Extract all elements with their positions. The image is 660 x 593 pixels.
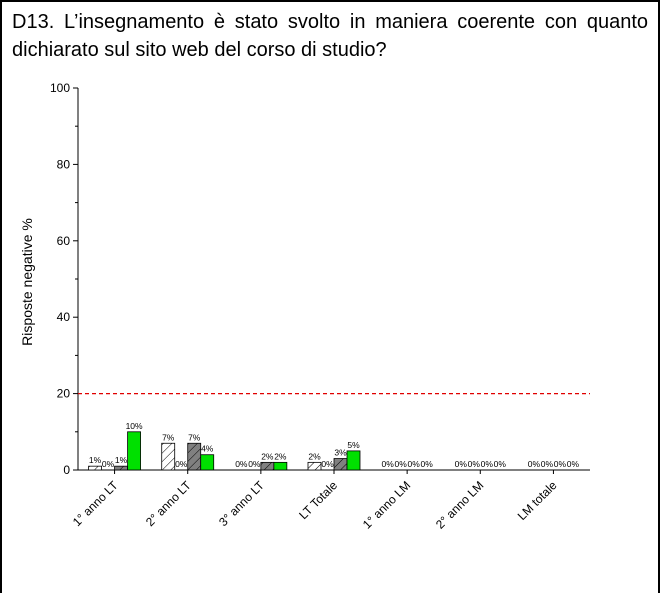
- data-label: 0%: [541, 459, 554, 469]
- y-tick-label: 0: [63, 463, 70, 477]
- data-label: 0%: [481, 459, 494, 469]
- y-axis-label: Risposte negative %: [19, 218, 35, 346]
- chart-title: D13. L’insegnamento è stato svolto in ma…: [12, 11, 648, 61]
- data-label: 0%: [468, 459, 481, 469]
- data-label: 0%: [455, 459, 468, 469]
- data-label: 0%: [321, 459, 334, 469]
- data-label: 4%: [201, 444, 214, 454]
- data-label: 0%: [248, 459, 261, 469]
- x-tick-label: 2° anno LM: [433, 478, 486, 531]
- y-tick-label: 80: [57, 157, 71, 171]
- y-tick-label: 60: [57, 234, 71, 248]
- x-tick-label: 1° anno LT: [70, 478, 121, 529]
- y-tick-label: 100: [50, 81, 70, 95]
- bar-hatch: [334, 458, 347, 470]
- data-label: 0%: [494, 459, 507, 469]
- data-label: 0%: [381, 459, 394, 469]
- data-label: 2%: [261, 451, 274, 461]
- data-label: 0%: [528, 459, 541, 469]
- bar-hatch: [161, 443, 175, 470]
- bar-hatch: [114, 466, 128, 470]
- x-tick-label: LM totale: [515, 478, 560, 523]
- data-label: 2%: [308, 451, 321, 461]
- x-tick-label: 2° anno LT: [143, 478, 194, 529]
- bar-hatch: [260, 462, 274, 470]
- data-label: 0%: [394, 459, 407, 469]
- data-label: 0%: [235, 459, 248, 469]
- y-tick-label: 40: [57, 310, 71, 324]
- data-label: 7%: [188, 432, 201, 442]
- data-label: 0%: [175, 459, 188, 469]
- data-label: 0%: [420, 459, 433, 469]
- bar: [200, 454, 215, 471]
- data-label: 0%: [554, 459, 567, 469]
- x-tick-label: 3° anno LT: [216, 478, 267, 529]
- x-tick-label: 1° anno LM: [360, 478, 413, 531]
- data-label: 10%: [126, 421, 143, 431]
- data-label: 1%: [89, 455, 102, 465]
- data-label: 5%: [347, 440, 360, 450]
- x-tick-label: LT Totale: [296, 478, 340, 522]
- bar: [127, 431, 141, 471]
- data-label: 2%: [274, 451, 287, 461]
- bar: [346, 450, 361, 471]
- data-label: 0%: [567, 459, 580, 469]
- data-label: 0%: [102, 459, 115, 469]
- y-tick-label: 20: [57, 387, 71, 401]
- data-label: 0%: [407, 459, 420, 469]
- data-label: 7%: [162, 432, 175, 442]
- data-label: 1%: [115, 455, 128, 465]
- bar-hatch: [308, 462, 321, 470]
- data-label: 3%: [334, 448, 347, 458]
- bar: [273, 461, 288, 471]
- bar-hatch: [88, 466, 102, 470]
- bar-hatch: [187, 443, 201, 470]
